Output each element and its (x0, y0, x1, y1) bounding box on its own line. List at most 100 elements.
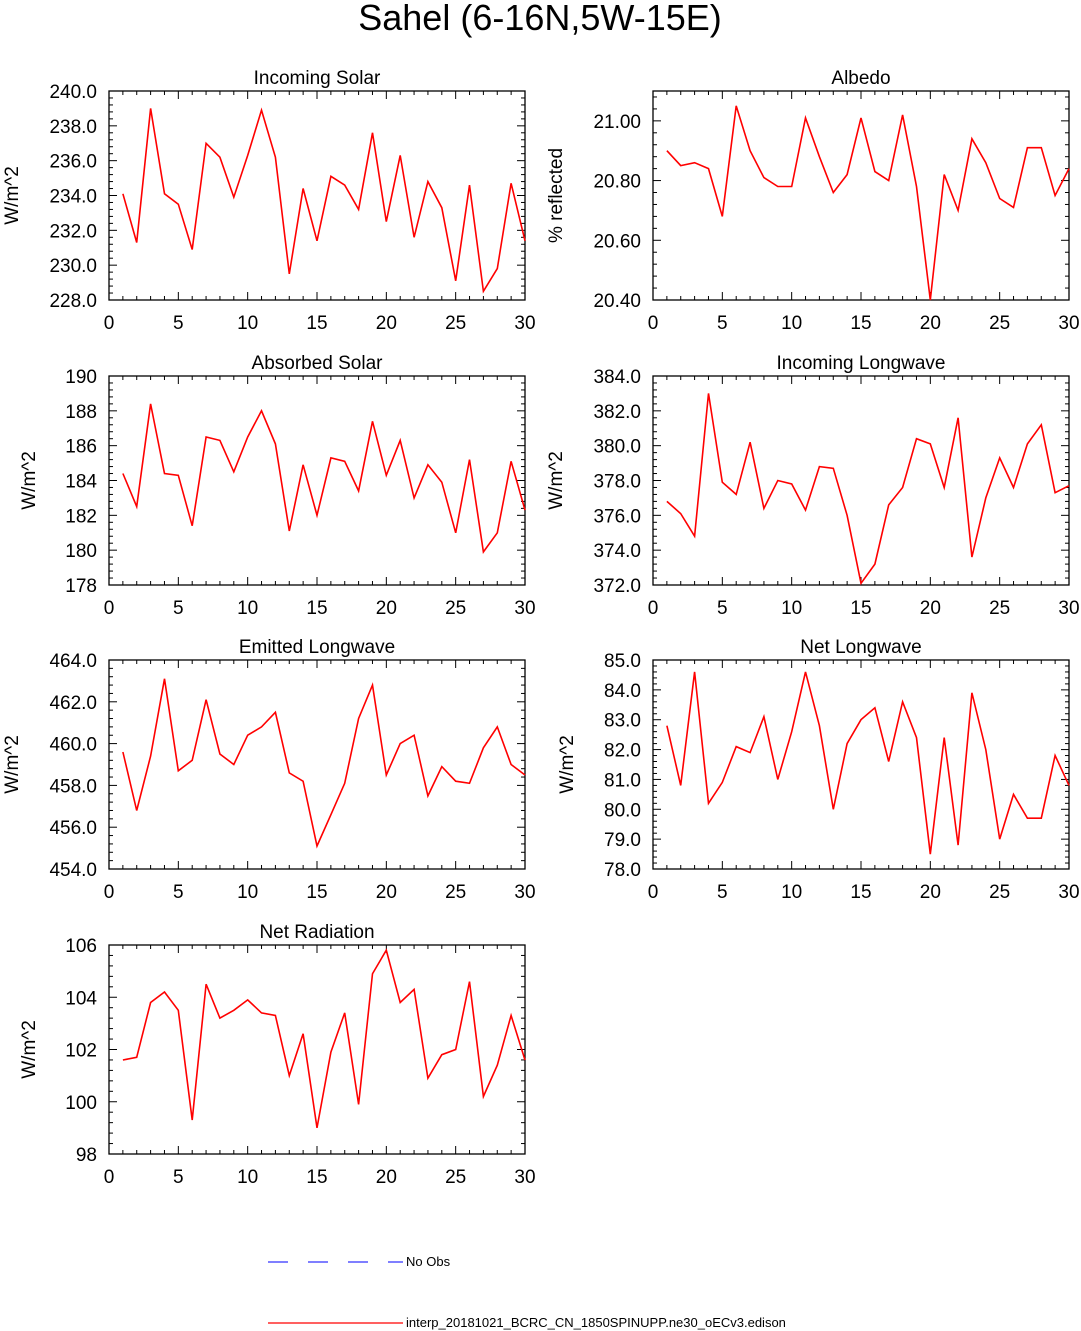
x-tick-label: 0 (104, 1167, 115, 1188)
series-line (122, 948, 526, 1129)
x-tick-label: 5 (173, 313, 184, 334)
y-tick-label: 372.0 (593, 576, 641, 597)
y-tick-label: 100 (65, 1093, 97, 1114)
x-tick-label: 0 (648, 882, 659, 903)
x-tick-label: 5 (717, 313, 728, 334)
y-tick-label: 462.0 (49, 693, 97, 714)
x-tick-label: 25 (445, 882, 466, 903)
y-tick-label: 240.0 (49, 82, 97, 103)
x-tick-label: 10 (781, 313, 802, 334)
legend-label-model: interp_20181021_BCRC_CN_1850SPINUPP.ne30… (406, 1315, 786, 1330)
x-tick-label: 20 (376, 598, 397, 619)
x-tick-label: 0 (104, 598, 115, 619)
panel-5: Emitted Longwave W/m^2 0 5 10 15 20 25 30 454.0 45… (2, 637, 536, 903)
y-tick-label: 186 (65, 437, 97, 458)
series-line (666, 393, 1070, 586)
plot-frame (652, 659, 1070, 870)
x-tick-label: 15 (850, 882, 871, 903)
y-axis-label: W/m^2 (557, 735, 578, 794)
x-tick-label: 20 (376, 882, 397, 903)
series-line (122, 107, 526, 294)
x-tick-label: 0 (648, 598, 659, 619)
x-tick-label: 25 (445, 313, 466, 334)
x-tick-label: 10 (237, 598, 258, 619)
y-tick-label: 380.0 (593, 437, 641, 458)
y-tick-label: 376.0 (593, 506, 641, 527)
x-tick-label: 10 (781, 882, 802, 903)
x-tick-label: 10 (781, 598, 802, 619)
series-line (666, 671, 1070, 855)
x-tick-label: 10 (237, 882, 258, 903)
x-tick-label: 20 (920, 598, 941, 619)
panel-7: Net Radiation W/m^2 0 5 10 15 20 25 30 98 100 102 10… (19, 922, 536, 1188)
x-tick-label: 20 (376, 313, 397, 334)
x-tick-label: 15 (850, 598, 871, 619)
x-tick-label: 10 (237, 1167, 258, 1188)
y-tick-label: 79.0 (604, 830, 641, 851)
y-tick-label: 454.0 (49, 860, 97, 881)
panel-3: Absorbed Solar W/m^2 0 5 10 15 20 25 30 178 180 182… (19, 353, 536, 619)
x-tick-label: 15 (850, 313, 871, 334)
y-tick-label: 180 (65, 541, 97, 562)
x-tick-label: 30 (514, 882, 535, 903)
y-tick-label: 20.80 (593, 172, 641, 193)
x-tick-label: 0 (648, 313, 659, 334)
panel-title: Net Radiation (259, 922, 374, 943)
x-tick-label: 30 (1058, 882, 1079, 903)
y-tick-label: 20.40 (593, 291, 641, 312)
panel-title: Incoming Longwave (777, 353, 946, 374)
x-tick-label: 30 (514, 313, 535, 334)
y-tick-label: 236.0 (49, 152, 97, 173)
y-tick-label: 178 (65, 576, 97, 597)
x-tick-label: 5 (173, 598, 184, 619)
panel-title: Incoming Solar (254, 68, 381, 89)
y-axis-label: W/m^2 (2, 166, 23, 225)
series-line (666, 105, 1070, 301)
x-tick-label: 15 (306, 313, 327, 334)
plot-frame (108, 659, 526, 870)
y-axis-label: W/m^2 (2, 735, 23, 794)
y-tick-label: 102 (65, 1041, 97, 1062)
x-tick-label: 30 (514, 598, 535, 619)
y-tick-label: 20.60 (593, 231, 641, 252)
panel-title: Absorbed Solar (252, 353, 384, 374)
x-tick-label: 5 (717, 882, 728, 903)
panels: Incoming Solar W/m^2 0 5 10 15 20 25 30 228.0 230.… (2, 68, 1080, 1188)
y-tick-label: 184 (65, 472, 97, 493)
x-tick-label: 25 (989, 598, 1010, 619)
plot-frame (652, 375, 1070, 586)
y-tick-label: 85.0 (604, 651, 641, 672)
y-tick-label: 188 (65, 402, 97, 423)
y-tick-label: 83.0 (604, 711, 641, 732)
x-tick-label: 25 (445, 1167, 466, 1188)
x-tick-label: 25 (989, 313, 1010, 334)
panel-6: Net Longwave W/m^2 0 5 10 15 20 25 30 78.0 79.0 80.… (557, 637, 1080, 903)
y-axis-label: W/m^2 (19, 451, 40, 510)
x-tick-label: 25 (445, 598, 466, 619)
y-tick-label: 238.0 (49, 117, 97, 138)
y-tick-label: 21.00 (593, 112, 641, 133)
figure-title: Sahel (6-16N,5W-15E) (358, 0, 722, 38)
y-axis-label: W/m^2 (19, 1020, 40, 1079)
series-line (122, 403, 526, 554)
y-tick-label: 82.0 (604, 741, 641, 762)
x-tick-label: 25 (989, 882, 1010, 903)
x-tick-label: 20 (376, 1167, 397, 1188)
x-tick-label: 30 (514, 1167, 535, 1188)
panel-2: Albedo % reflected 0 5 10 15 20 25 30 20.40 20.60 2… (546, 68, 1080, 334)
y-tick-label: 98 (76, 1145, 97, 1166)
panel-title: Net Longwave (800, 637, 921, 658)
y-tick-label: 190 (65, 367, 97, 388)
y-tick-label: 230.0 (49, 256, 97, 277)
y-axis-label: % reflected (546, 148, 567, 243)
y-axis-label: W/m^2 (546, 451, 567, 510)
x-tick-label: 0 (104, 313, 115, 334)
y-tick-label: 382.0 (593, 402, 641, 423)
legend-label-no-obs: No Obs (406, 1254, 451, 1269)
y-tick-label: 374.0 (593, 541, 641, 562)
panel-title: Albedo (831, 68, 890, 89)
x-tick-label: 20 (920, 313, 941, 334)
x-tick-label: 30 (1058, 313, 1079, 334)
x-tick-label: 5 (717, 598, 728, 619)
